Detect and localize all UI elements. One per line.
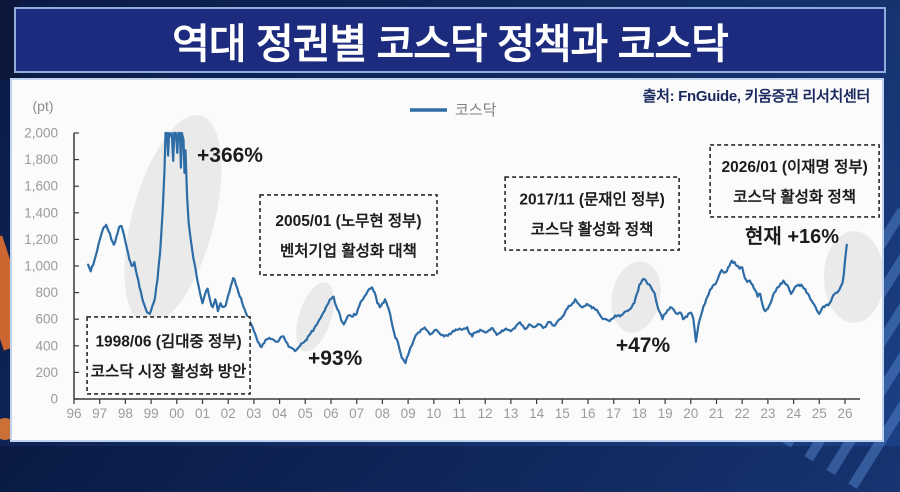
x-axis-tick-label: 16 xyxy=(580,406,595,421)
x-axis-tick-label: 96 xyxy=(66,406,81,421)
x-axis-tick-label: 01 xyxy=(195,406,210,421)
axes: 02004006008001,0001,2001,4001,6001,8002,… xyxy=(24,98,860,421)
x-axis-tick-label: 10 xyxy=(426,406,441,421)
policy-box-text: 벤처기업 활성화 대책 xyxy=(280,241,417,260)
highlight-ellipse xyxy=(296,282,334,352)
x-axis-tick-label: 98 xyxy=(118,406,133,421)
x-axis-tick-label: 15 xyxy=(555,406,570,421)
policy-box: 2005/01 (노무현 정부) 벤처기업 활성화 대책 xyxy=(259,194,438,276)
y-axis-tick-label: 800 xyxy=(35,285,58,300)
y-axis-tick-label: 200 xyxy=(35,365,58,380)
x-axis-tick-label: 04 xyxy=(272,406,288,421)
x-axis-tick-label: 99 xyxy=(144,406,159,421)
x-axis-tick-label: 23 xyxy=(760,406,775,421)
y-axis-tick-label: 0 xyxy=(50,392,58,407)
y-axis-tick-label: 2,000 xyxy=(24,126,58,141)
x-axis-tick-label: 25 xyxy=(812,406,827,421)
highlight-ellipse xyxy=(824,231,882,324)
y-axis-tick-label: 1,600 xyxy=(24,179,58,194)
x-axis-tick-label: 97 xyxy=(92,406,107,421)
y-axis-unit-label: (pt) xyxy=(33,98,54,114)
chart-panel: 출처: FnGuide, 키움증권 리서치센터 0 200 400 600 800 1,0… xyxy=(10,78,884,442)
x-axis-tick-label: 00 xyxy=(169,406,184,421)
x-axis-tick-label: 14 xyxy=(529,406,545,421)
x-axis-tick-label: 22 xyxy=(735,406,750,421)
kosdaq-series-line xyxy=(87,131,848,365)
y-axis-tick-label: 1,200 xyxy=(24,232,58,247)
legend-label: 코스닥 xyxy=(455,102,497,119)
percent-annotation: 현재 +16% xyxy=(745,225,839,248)
policy-box-text: 코스닥 시장 활성화 방안 xyxy=(91,361,247,380)
percent-annotation: +366% xyxy=(197,144,263,167)
source-credit: 출처: FnGuide, 키움증권 리서치센터 xyxy=(642,88,871,105)
x-axis-tick-label: 11 xyxy=(452,406,466,421)
policy-box-text: 2005/01 (노무현 정부) xyxy=(275,211,421,230)
x-axis-tick-label: 06 xyxy=(323,406,338,421)
annotations: +366% +93% +47% 현재 +16% xyxy=(197,144,839,370)
policy-box-text: 코스닥 활성화 정책 xyxy=(733,187,856,206)
policy-box-text: 2026/01 (이재명 정부) xyxy=(721,158,867,176)
x-axis-tick-label: 05 xyxy=(298,406,313,421)
y-axis-tick-label: 600 xyxy=(35,312,58,327)
y-axis-tick-label: 400 xyxy=(35,338,58,353)
x-axis-tick-label: 12 xyxy=(478,406,493,421)
y-axis-tick-label: 1,400 xyxy=(24,205,58,220)
policy-box: 2026/01 (이재명 정부) 코스닥 활성화 정책 xyxy=(709,144,880,218)
y-axis-tick-label: 1,000 xyxy=(24,259,58,274)
page-title: 역대 정권별 코스닥 정책과 코스닥 xyxy=(172,21,729,67)
x-axis-tick-label: 18 xyxy=(632,406,647,421)
x-axis-tick-label: 09 xyxy=(401,406,416,421)
kosdaq-line-chart: 02004006008001,0001,2001,4001,6001,8002,… xyxy=(24,98,882,421)
x-axis-tick-label: 13 xyxy=(503,406,518,421)
policy-box: 1998/06 (김대중 정부) 코스닥 시장 활성화 방안 xyxy=(86,316,251,395)
policy-box: 2017/11 (문재인 정부) 코스닥 활성화 정책 xyxy=(504,176,680,251)
percent-annotation: +47% xyxy=(616,334,671,357)
x-axis-tick-label: 26 xyxy=(837,406,852,421)
percent-annotation: +93% xyxy=(308,347,363,370)
policy-box-text: 2017/11 (문재인 정부) xyxy=(519,191,664,209)
x-axis-tick-label: 02 xyxy=(221,406,236,421)
x-axis-tick-label: 24 xyxy=(786,406,802,421)
x-axis-tick-label: 08 xyxy=(375,406,390,421)
policy-box-text: 코스닥 활성화 정책 xyxy=(531,220,654,239)
policy-boxes: 1998/06 (김대중 정부) 코스닥 시장 활성화 방안 2005/01 (노무… xyxy=(86,144,880,395)
x-axis-tick-label: 21 xyxy=(709,406,724,421)
x-axis-tick-label: 19 xyxy=(658,406,673,421)
x-axis-tick-label: 20 xyxy=(683,406,698,421)
x-axis-tick-label: 07 xyxy=(349,406,364,421)
x-axis-tick-label: 17 xyxy=(606,406,621,421)
policy-box-text: 1998/06 (김대중 정부) xyxy=(95,331,241,350)
y-axis-tick-label: 1,800 xyxy=(24,152,58,167)
chart-legend: 코스닥 xyxy=(410,102,497,119)
title-banner: 역대 정권별 코스닥 정책과 코스닥 xyxy=(14,7,886,73)
x-axis-tick-label: 03 xyxy=(246,406,261,421)
